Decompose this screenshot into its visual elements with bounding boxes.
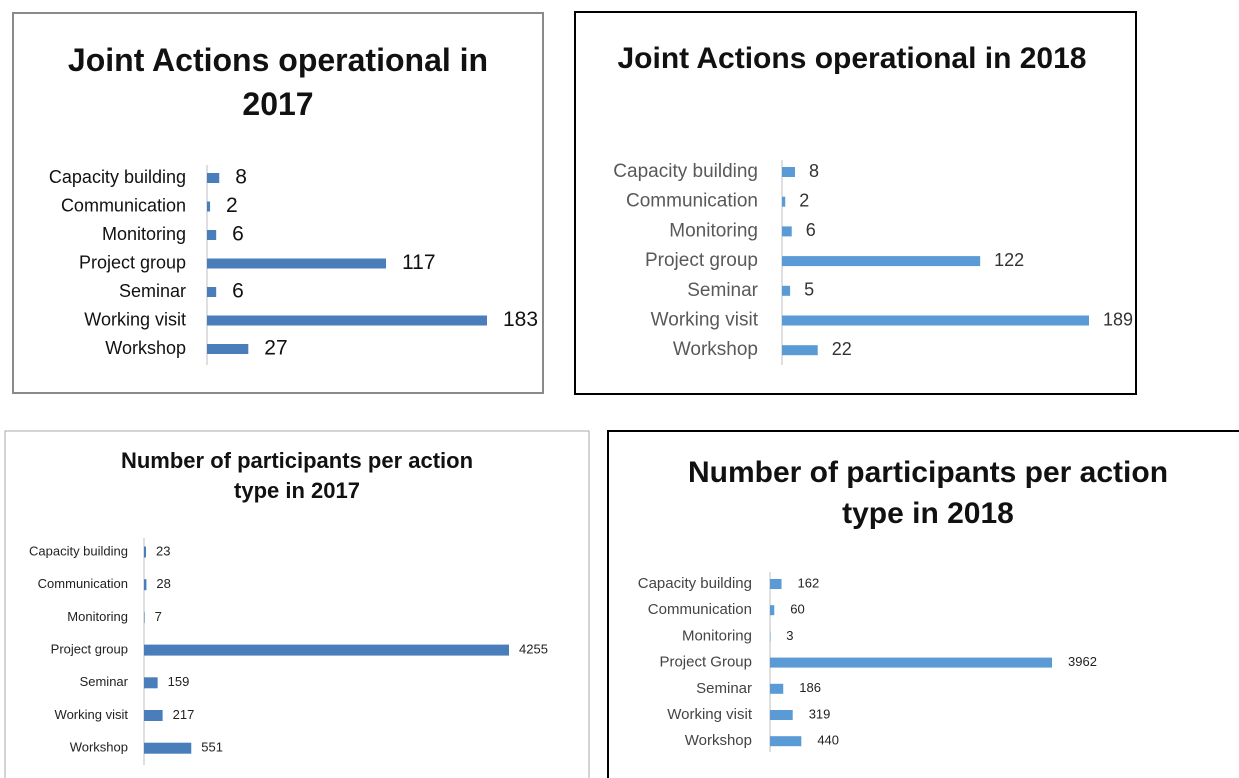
category-label: Communication (61, 195, 186, 215)
category-label: Workshop (105, 338, 186, 358)
bar (770, 631, 771, 642)
value-label: 28 (156, 576, 170, 591)
bar (770, 579, 782, 589)
bar (782, 285, 791, 296)
title-box: Joint Actions operational in 2018 (617, 42, 1087, 75)
chart-title: Joint Actions operational in 2018 (617, 42, 1087, 75)
bar (782, 196, 786, 207)
value-label: 5 (804, 280, 814, 300)
value-label: 23 (156, 543, 170, 558)
value-label: 6 (806, 220, 816, 240)
category-label: Monitoring (669, 220, 758, 241)
bar (770, 736, 802, 747)
panel-border (12, 12, 544, 394)
bar (144, 710, 163, 721)
category-label: Project group (79, 252, 186, 272)
panel-border (574, 11, 1137, 395)
bar (207, 201, 211, 212)
category-label: Working visit (651, 310, 759, 331)
chart-title: Number of participants per action type i… (687, 456, 1169, 531)
category-label: Capacity building (29, 543, 128, 558)
bar (782, 315, 1089, 326)
category-label: Seminar (119, 281, 186, 301)
category-label: Communication (38, 576, 128, 591)
chart-title: Joint Actions operational in 2017 (67, 42, 489, 123)
bar (770, 657, 1052, 668)
title-box: Number of participants per action type i… (120, 448, 474, 504)
value-label: 189 (1103, 309, 1133, 329)
category-label: Seminar (687, 280, 758, 301)
value-label: 8 (235, 166, 247, 189)
bar (782, 256, 981, 267)
bar (770, 683, 784, 694)
bar (770, 710, 793, 720)
value-label: 186 (799, 680, 821, 695)
value-label: 159 (168, 674, 190, 689)
bar (782, 226, 792, 237)
category-label: Seminar (80, 674, 129, 689)
bar (207, 287, 217, 297)
category-label: Communication (626, 191, 758, 212)
value-label: 3962 (1068, 654, 1097, 669)
category-label: Communication (648, 601, 752, 618)
title-box: Joint Actions operational in 2017 (67, 42, 489, 123)
bar (207, 230, 217, 240)
value-label: 319 (809, 706, 831, 721)
category-label: Workshop (685, 732, 752, 749)
value-label: 183 (503, 308, 538, 331)
bar (144, 644, 509, 656)
category-label: Workshop (70, 740, 128, 755)
bar (782, 167, 795, 177)
value-label: 4255 (519, 642, 548, 657)
bar (207, 315, 487, 326)
bar (144, 546, 146, 558)
category-label: Capacity building (613, 161, 758, 182)
title-box: Number of participants per action type i… (687, 456, 1169, 531)
bar (144, 677, 158, 689)
value-label: 22 (832, 339, 852, 359)
category-label: Working visit (55, 707, 129, 722)
category-label: Workshop (673, 339, 758, 360)
category-label: Working visit (84, 309, 186, 329)
category-label: Working visit (667, 706, 753, 723)
value-label: 217 (173, 707, 195, 722)
bar (144, 742, 192, 754)
value-label: 162 (798, 575, 820, 590)
bar (144, 579, 147, 591)
bar (207, 173, 220, 183)
value-label: 122 (994, 250, 1024, 270)
value-label: 27 (264, 337, 287, 360)
panel-border (607, 430, 1239, 778)
value-label: 6 (232, 280, 244, 303)
bar (782, 345, 818, 356)
category-label: Project group (51, 642, 128, 657)
bar (207, 344, 249, 354)
value-label: 117 (402, 251, 435, 274)
category-label: Monitoring (102, 224, 186, 244)
panel-border (4, 430, 590, 778)
value-label: 7 (155, 609, 162, 624)
category-label: Monitoring (682, 627, 752, 644)
bar (770, 605, 775, 616)
category-label: Capacity building (49, 167, 186, 187)
chart-title: Number of participants per action type i… (120, 448, 474, 504)
value-label: 551 (201, 740, 223, 755)
value-label: 440 (817, 733, 839, 748)
bar (144, 611, 145, 623)
value-label: 6 (232, 223, 244, 246)
bar (207, 258, 387, 269)
value-label: 2 (226, 194, 238, 217)
category-label: Seminar (696, 680, 752, 697)
category-label: Project Group (659, 654, 752, 671)
category-label: Capacity building (638, 575, 752, 592)
category-label: Monitoring (67, 609, 128, 624)
category-label: Project group (645, 250, 758, 271)
value-label: 60 (790, 602, 804, 617)
value-label: 3 (786, 628, 793, 643)
value-label: 8 (809, 161, 819, 181)
value-label: 2 (799, 190, 809, 210)
